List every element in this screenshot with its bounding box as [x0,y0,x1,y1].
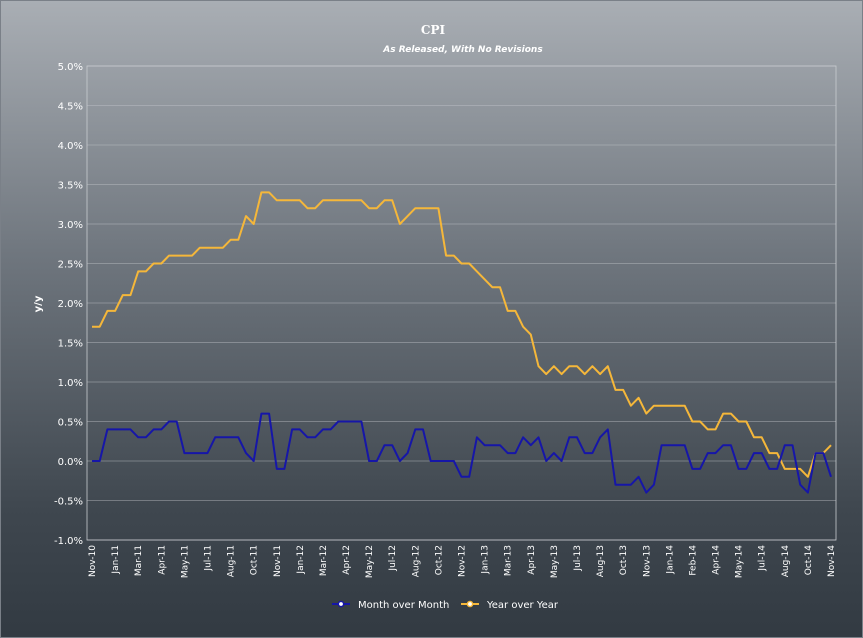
y-tick-label: 0.5% [58,418,83,429]
x-tick-label: Apr-13 [527,545,537,575]
series-line-year-over-year [92,191,832,478]
x-tick-label: Jan-14 [665,545,675,575]
x-tick-label: Apr-11 [157,545,167,575]
x-tick-label: May-12 [365,545,375,578]
chart-subtitle: As Released, With No Revisions [382,45,543,55]
x-tick-label: May-14 [735,545,745,578]
x-tick-label: May-13 [550,545,560,578]
y-tick-label: 4.5% [58,102,83,113]
y-tick-layer: 5.0% 4.5% 4.0% 3.5% 3.0% 2.5% 2.0% 1.5% 1.0% 0.5%… [54,62,83,547]
x-tick-label: Apr-12 [342,545,352,575]
x-tick-label: Aug-13 [596,545,606,577]
x-tick-label: May-11 [180,545,190,578]
x-tick-layer: Nov-10 Jan-11 Mar-11 Apr-11 May-11 Jul-11 Aug-… [88,545,837,578]
x-tick-label: Nov-11 [273,545,283,577]
x-tick-label: Mar-13 [504,545,514,576]
x-tick-label: Jul-11 [203,545,213,572]
series-line-month-over-month [92,412,832,494]
legend-label-year-over-year: Year over Year [486,600,559,611]
x-tick-label: Aug-11 [227,545,237,577]
y-tick-label: 1.5% [58,339,83,350]
legend: Month over Month Year over Year [332,600,559,611]
x-tick-label: Aug-14 [781,545,791,578]
x-tick-label: Jul-13 [573,545,583,572]
x-tick-label: Nov-10 [88,545,98,577]
grid-layer [86,65,837,541]
y-tick-label: 2.0% [58,299,83,310]
series-layer [92,191,832,494]
x-tick-label: Jan-13 [481,545,491,575]
x-tick-label: Nov-13 [642,545,652,577]
y-tick-label: 1.0% [58,378,83,389]
x-tick-label: Oct-14 [804,545,814,576]
x-tick-label: Aug-12 [411,545,421,577]
x-tick-label: Jul-12 [388,545,398,572]
y-tick-label: 2.5% [58,260,83,271]
x-tick-label: Jul-14 [758,545,768,572]
chart-title: CPI [421,23,446,37]
y-tick-label: 0.0% [58,457,83,468]
y-tick-label: 5.0% [58,62,83,73]
x-tick-label: Nov-14 [827,545,837,577]
x-tick-label: Oct-13 [619,545,629,575]
x-tick-label: Nov-12 [458,545,468,577]
y-tick-label: -0.5% [54,497,83,508]
x-tick-label: Jan-11 [111,545,121,575]
y-tick-label: 3.0% [58,220,83,231]
x-tick-label: Oct-11 [250,545,260,575]
y-tick-label: 3.5% [58,181,83,192]
legend-swatch-marker-year-over-year [466,600,474,608]
x-tick-label: Jan-12 [296,545,306,575]
legend-swatch-marker-month-over-month [337,600,345,608]
x-tick-label: Mar-12 [319,545,329,576]
y-tick-label: 4.0% [58,141,83,152]
x-tick-label: Feb-14 [688,545,698,576]
y-axis-label: y/y [33,295,44,312]
x-tick-label: Oct-12 [434,545,444,575]
x-tick-label: Mar-11 [134,545,144,576]
y-tick-label: -1.0% [54,536,83,547]
legend-label-month-over-month: Month over Month [358,600,449,611]
x-tick-label: Apr-14 [712,545,722,575]
